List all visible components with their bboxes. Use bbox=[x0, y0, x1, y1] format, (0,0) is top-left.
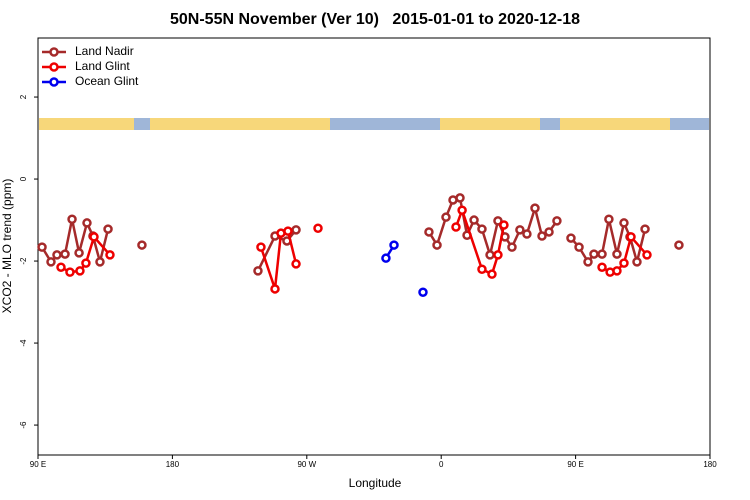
legend-marker bbox=[49, 77, 59, 87]
data-point bbox=[74, 248, 84, 258]
data-point bbox=[389, 240, 399, 250]
chart-title: 50N-55N November (Ver 10) 2015-01-01 to … bbox=[170, 11, 580, 28]
data-point bbox=[103, 224, 113, 234]
data-point bbox=[253, 266, 263, 276]
data-point bbox=[418, 287, 428, 297]
legend-marker bbox=[49, 47, 59, 57]
y-tick-label: 2 bbox=[19, 94, 28, 99]
data-point bbox=[522, 229, 532, 239]
data-point bbox=[105, 250, 115, 260]
map-strip bbox=[39, 118, 709, 130]
data-point bbox=[89, 232, 99, 242]
data-point bbox=[60, 249, 70, 259]
data-point bbox=[424, 227, 434, 237]
data-point bbox=[619, 258, 629, 268]
data-point bbox=[283, 226, 293, 236]
data-point bbox=[256, 242, 266, 252]
data-point bbox=[544, 227, 554, 237]
data-point bbox=[469, 215, 479, 225]
legend-marker bbox=[49, 62, 59, 72]
x-tick-label: 90 E bbox=[567, 460, 583, 469]
data-point bbox=[619, 218, 629, 228]
data-point bbox=[82, 218, 92, 228]
data-point bbox=[56, 262, 66, 272]
data-point bbox=[574, 242, 584, 252]
data-point bbox=[487, 269, 497, 279]
data-point bbox=[552, 216, 562, 226]
legend-label: Ocean Glint bbox=[75, 74, 139, 88]
series-line bbox=[42, 198, 679, 271]
data-point bbox=[589, 249, 599, 259]
data-point bbox=[515, 225, 525, 235]
data-point bbox=[493, 250, 503, 260]
y-tick-label: 0 bbox=[19, 176, 28, 181]
data-point bbox=[441, 212, 451, 222]
data-point bbox=[507, 242, 517, 252]
data-point bbox=[626, 232, 636, 242]
data-point bbox=[493, 216, 503, 226]
data-point bbox=[632, 257, 642, 267]
data-point bbox=[566, 233, 576, 243]
data-point bbox=[583, 257, 593, 267]
data-point bbox=[381, 253, 391, 263]
y-tick-label: -6 bbox=[19, 421, 28, 429]
data-point bbox=[81, 258, 91, 268]
data-point bbox=[499, 220, 509, 230]
data-point bbox=[313, 223, 323, 234]
data-point bbox=[52, 250, 62, 260]
x-tick-label: 180 bbox=[703, 460, 717, 469]
y-tick-label: -4 bbox=[19, 339, 28, 347]
data-point bbox=[75, 266, 85, 276]
data-point bbox=[291, 259, 301, 269]
data-point bbox=[597, 262, 607, 272]
data-point bbox=[604, 214, 614, 224]
data-point bbox=[95, 257, 105, 267]
data-point bbox=[457, 205, 467, 215]
data-point bbox=[270, 284, 280, 294]
legend-label: Land Nadir bbox=[75, 44, 134, 58]
data-point bbox=[642, 250, 652, 260]
legend-label: Land Glint bbox=[75, 59, 130, 73]
data-point bbox=[674, 240, 684, 250]
data-point bbox=[455, 193, 465, 203]
data-point bbox=[451, 222, 461, 232]
data-point bbox=[432, 240, 442, 250]
data-point bbox=[477, 264, 487, 275]
y-tick-label: -2 bbox=[19, 257, 28, 265]
data-point bbox=[291, 225, 301, 235]
x-tick-label: 0 bbox=[439, 460, 444, 469]
data-point bbox=[46, 257, 56, 267]
x-axis-label: Longitude bbox=[349, 476, 402, 490]
data-point bbox=[537, 231, 547, 241]
data-point bbox=[530, 203, 540, 213]
data-point bbox=[485, 250, 495, 260]
data-point bbox=[640, 224, 650, 234]
x-tick-label: 90 E bbox=[30, 460, 46, 469]
data-point bbox=[612, 266, 622, 276]
x-tick-label: 90 W bbox=[297, 460, 316, 469]
data-point bbox=[477, 224, 487, 234]
y-axis-label: XCO2 - MLO trend (ppm) bbox=[0, 179, 14, 314]
data-point bbox=[65, 267, 75, 277]
data-point bbox=[612, 249, 622, 259]
data-point bbox=[37, 242, 47, 252]
data-point bbox=[67, 214, 77, 224]
data-point bbox=[137, 240, 147, 250]
series-line bbox=[386, 245, 423, 292]
x-tick-label: 180 bbox=[166, 460, 180, 469]
data-point bbox=[597, 249, 607, 259]
